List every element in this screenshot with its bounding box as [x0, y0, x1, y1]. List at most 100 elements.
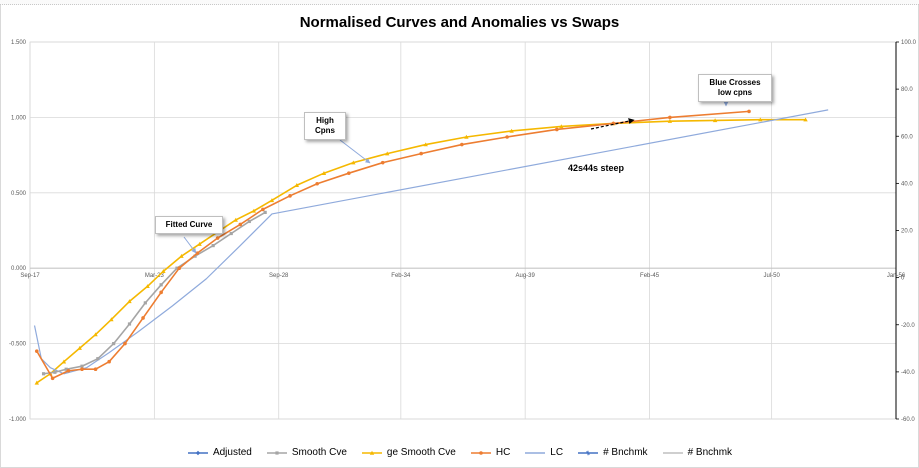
data-point: [143, 301, 147, 305]
data-point: [195, 251, 200, 255]
y-right-tick-label: 100.0: [901, 40, 917, 46]
y-left-tick-label: -0.500: [9, 342, 27, 348]
data-point: [559, 124, 564, 129]
series-hc: [34, 109, 751, 381]
data-point: [229, 231, 233, 236]
annotation-line: Fitted Curve: [165, 220, 213, 229]
data-point: [294, 183, 300, 188]
data-point: [211, 243, 215, 248]
legend-label: # Bnchmk: [603, 447, 648, 458]
data-point: [66, 368, 71, 373]
legend-label: Smooth Cve: [291, 447, 347, 458]
legend-swatch: [266, 450, 287, 455]
data-point: [385, 151, 390, 156]
legend-item: # Bnchmk: [577, 447, 648, 458]
series-lc: [33, 109, 829, 375]
data-point: [251, 208, 257, 213]
data-point: [93, 367, 98, 372]
data-point: [321, 170, 327, 175]
data-point: [145, 284, 150, 289]
data-point: [247, 219, 251, 224]
annotation-42s44s-steep: 42s44s steep: [568, 163, 625, 173]
data-point: [127, 299, 132, 304]
legend-item: ge Smooth Cve: [361, 447, 456, 458]
series-line: [36, 118, 806, 384]
x-tick-label: Sep-17: [20, 273, 40, 279]
axes: 1.500 1.000 0.500 0.000 -0.500 -1.000 Sep-17 Ma…: [9, 40, 917, 423]
data-point: [159, 283, 163, 287]
data-point: [419, 151, 423, 156]
data-point: [175, 266, 179, 270]
y-right-tick-label: -40.0: [901, 370, 915, 376]
y-left-tick-label: -1.000: [9, 417, 27, 423]
data-point: [758, 117, 763, 122]
series-ge-smooth-cve: [34, 117, 808, 385]
data-point: [77, 345, 82, 350]
legend-swatch: [361, 450, 382, 455]
legend-item: Adjusted: [187, 447, 252, 458]
data-point: [668, 115, 672, 120]
data-point: [747, 109, 751, 114]
data-point: [315, 181, 319, 186]
x-tick-label: Aug-39: [516, 273, 536, 279]
data-point: [269, 198, 275, 203]
gridlines: [29, 41, 897, 420]
y-right-tick-label: 40.0: [901, 181, 913, 187]
annotation-line: Blue Crosses low cpns: [709, 78, 761, 97]
data-point: [93, 332, 98, 337]
data-point: [197, 241, 202, 246]
data-point: [460, 142, 464, 147]
data-point: [347, 171, 351, 175]
fitted-curve-arrow: [183, 236, 197, 254]
y-left-tick-label: 1.500: [11, 40, 27, 46]
annotation-high-cpns: High Cpns: [304, 112, 346, 140]
top-strip: [0, 0, 919, 5]
data-point: [123, 341, 127, 346]
data-point: [238, 222, 243, 227]
y-right-tick-label: 80.0: [901, 87, 913, 93]
data-point: [193, 254, 197, 258]
data-point: [109, 317, 114, 322]
legend-swatch-marker: [585, 450, 591, 455]
x-tick-label: Jul-50: [763, 273, 780, 279]
data-point: [263, 210, 267, 215]
legend-swatch: [578, 450, 599, 455]
data-point: [177, 266, 182, 271]
data-point: [141, 316, 145, 320]
y-right-tick-label: -20.0: [901, 323, 915, 329]
legend-swatch: [187, 450, 208, 455]
legend: Adjusted Smooth Cve ge Smooth Cve HC LC # Bnc…: [0, 447, 919, 460]
data-point: [179, 253, 184, 258]
data-point: [61, 359, 67, 364]
data-point: [803, 117, 808, 122]
series-smooth-cve: [41, 210, 267, 376]
y-right-tick-label: 20.0: [901, 229, 913, 235]
data-point: [80, 364, 84, 368]
x-tick-label: Sep-28: [269, 273, 289, 279]
annotation-blue-crosses: Blue Crosses low cpns: [698, 74, 772, 102]
legend-swatch-marker: [479, 450, 483, 455]
legend-item: # Bnchmk: [662, 447, 732, 458]
legend-swatch-marker: [369, 450, 375, 455]
legend-item: Smooth Cve: [266, 447, 347, 458]
data-point: [41, 372, 46, 376]
x-tick-label: Mar-23: [145, 273, 165, 279]
series-line: [36, 110, 750, 380]
legend-label: LC: [550, 447, 564, 458]
data-point: [161, 269, 166, 273]
data-point: [351, 160, 356, 165]
legend-swatch-marker: [275, 450, 279, 455]
legend-swatch: [470, 450, 491, 455]
data-point: [34, 349, 39, 353]
data-point: [159, 290, 163, 295]
data-point: [505, 135, 509, 139]
data-point: [215, 236, 220, 240]
data-point: [107, 359, 111, 364]
annotation-arrows: [183, 101, 729, 254]
legend-label: HC: [495, 447, 511, 458]
data-point: [509, 128, 514, 133]
x-tick-label: Feb-34: [391, 273, 411, 279]
legend-swatch: [525, 451, 546, 454]
data-point: [64, 367, 68, 371]
legend-swatch-marker: [195, 450, 201, 455]
